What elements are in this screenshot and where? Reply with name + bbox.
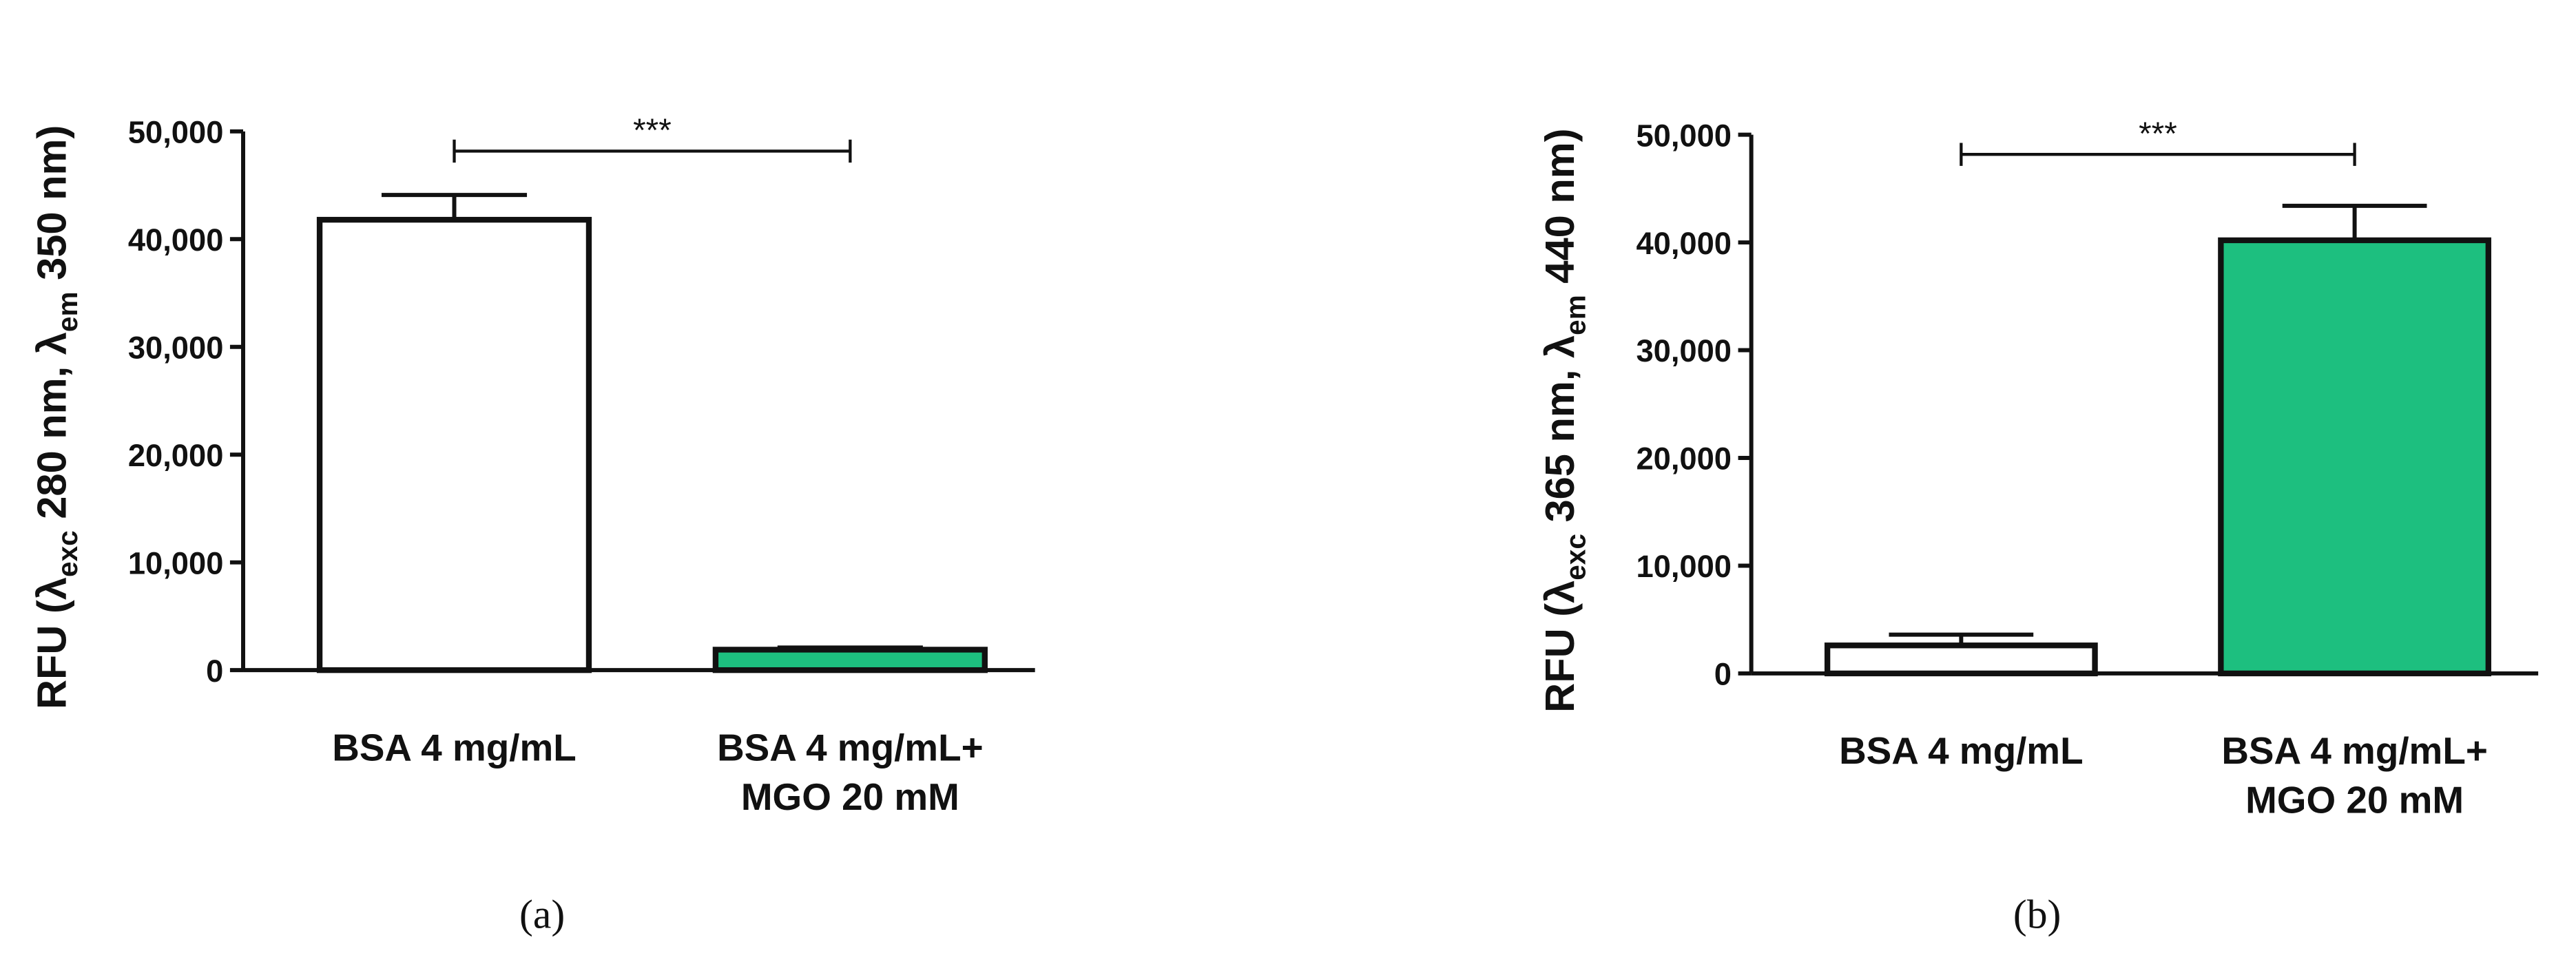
x-tick-label: BSA 4 mg/mL+ — [717, 726, 984, 768]
y-tick-label: 20,000 — [128, 438, 224, 473]
y-label-part: 350 nm) — [28, 125, 74, 292]
y-label-part: 365 nm, λ — [1537, 335, 1583, 534]
y-tick-label: 50,000 — [128, 115, 224, 150]
y-axis-label: RFU (λexc 365 nm, λem 440 nm) — [1537, 128, 1592, 712]
y-tick-label: 40,000 — [128, 222, 224, 258]
y-tick-label: 40,000 — [1636, 226, 1732, 261]
y-tick-label: 30,000 — [1636, 333, 1732, 368]
y-label-subscript: em — [1560, 295, 1592, 335]
bar — [1824, 642, 2098, 677]
y-label-part: 280 nm, λ — [28, 332, 74, 530]
y-axis-label: RFU (λexc 280 nm, λem 350 nm) — [28, 125, 83, 709]
x-tick-label: MGO 20 mM — [2245, 779, 2464, 822]
y-label-part: 440 nm) — [1537, 128, 1583, 295]
x-tick-label: BSA 4 mg/mL — [332, 726, 577, 768]
y-tick-label: 10,000 — [128, 545, 224, 581]
x-tick-label: BSA 4 mg/mL — [1839, 729, 2084, 772]
x-tick-label: BSA 4 mg/mL+ — [2221, 729, 2488, 772]
y-tick-label: 0 — [1714, 657, 1732, 692]
significance-label: *** — [633, 112, 672, 149]
y-label-subscript: em — [52, 291, 83, 332]
bar — [316, 216, 592, 673]
y-tick-label: 30,000 — [128, 330, 224, 365]
y-label-part: RFU (λ — [1537, 581, 1583, 713]
y-tick-label: 20,000 — [1636, 441, 1732, 477]
y-label-part: RFU (λ — [28, 577, 74, 709]
y-tick-label: 10,000 — [1636, 549, 1732, 584]
bar — [2218, 237, 2491, 677]
y-tick-label: 0 — [206, 653, 223, 689]
significance-label: *** — [2139, 116, 2177, 152]
y-label-subscript: exc — [1560, 534, 1592, 581]
panel-label: (b) — [2013, 892, 2061, 937]
x-tick-label: MGO 20 mM — [741, 775, 959, 818]
bar — [712, 647, 988, 673]
panel-label: (a) — [519, 892, 565, 937]
y-tick-label: 50,000 — [1636, 118, 1732, 153]
y-label-subscript: exc — [52, 530, 83, 577]
